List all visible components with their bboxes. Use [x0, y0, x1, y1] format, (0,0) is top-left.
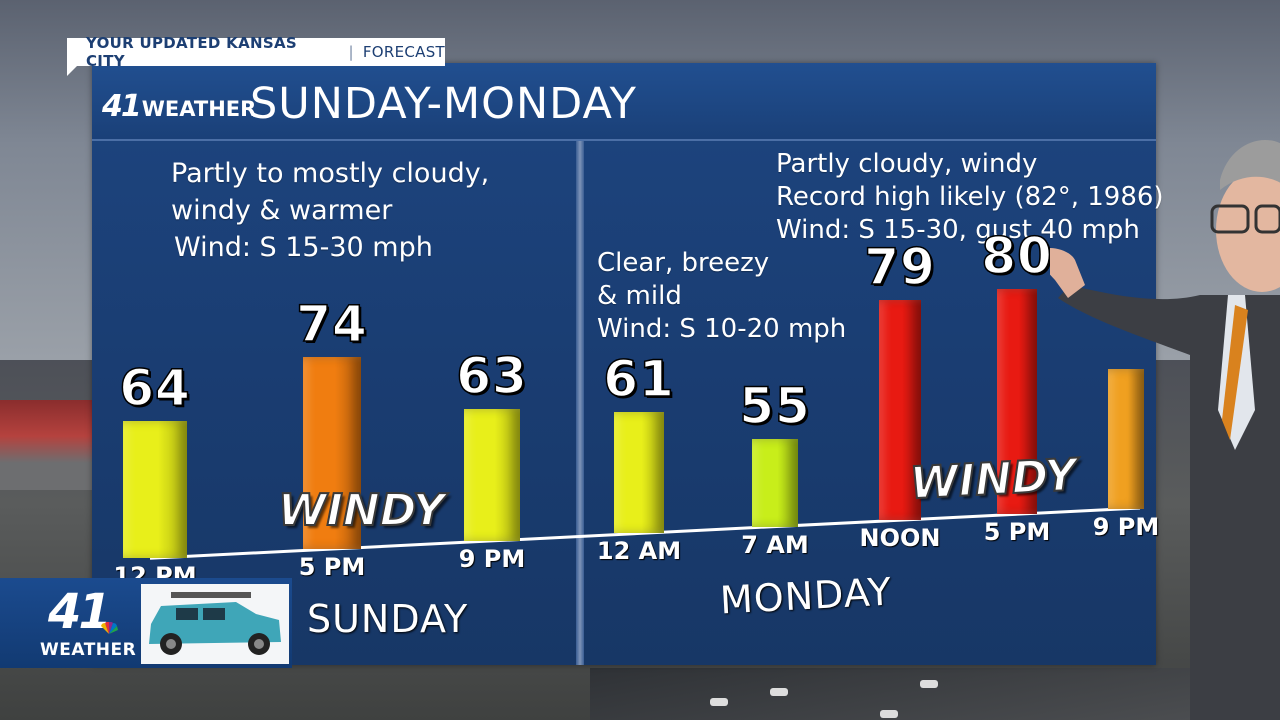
background-car	[920, 680, 938, 688]
logo-word: WEATHER	[141, 97, 257, 121]
sunday-desc-line: windy & warmer	[171, 195, 393, 226]
forecast-panel: 41WEATHER SUNDAY-MONDAY	[92, 63, 1156, 665]
temp-value-label: 63	[455, 346, 528, 406]
monday-night-description: Clear, breezy & mild Wind: S 10-20 mph	[597, 247, 846, 346]
time-label: 5 PM	[298, 553, 366, 581]
temp-value-label: 79	[863, 237, 936, 297]
storm-truck-image	[141, 584, 289, 664]
banner-tail	[67, 66, 77, 76]
panel-header: 41WEATHER SUNDAY-MONDAY	[92, 63, 1156, 141]
monday-desc-line: Wind: S 15-30, gust 40 mph	[776, 215, 1140, 245]
time-label: 12 AM	[596, 537, 682, 566]
background-car	[710, 698, 728, 706]
monday-night-desc-line: Wind: S 10-20 mph	[597, 314, 847, 344]
background-car	[770, 688, 788, 696]
temp-bar	[123, 420, 187, 558]
temp-bar	[752, 438, 798, 527]
temp-bar	[997, 288, 1037, 515]
peacock-icon	[101, 622, 118, 634]
temp-value-label: 61	[602, 350, 675, 410]
banner-separator: |	[348, 43, 354, 61]
temp-value-label: 80	[980, 226, 1053, 286]
truck-icon	[141, 584, 289, 664]
sunday-description: Partly to mostly cloudy, windy & warmer …	[171, 155, 489, 266]
windy-label: WINDY	[277, 484, 446, 537]
monday-description: Partly cloudy, windy Record high likely …	[776, 148, 1164, 247]
background-car	[880, 710, 898, 718]
day-divider	[576, 141, 584, 665]
monday-night-desc-line: & mild	[597, 281, 682, 311]
monday-desc-line: Record high likely (82°, 1986)	[776, 182, 1164, 212]
temp-value-label: 64	[118, 358, 191, 418]
time-label: NOON	[859, 524, 941, 553]
brand-logo-number: 41	[48, 584, 112, 640]
time-label: 9 PM	[1092, 512, 1160, 541]
time-label: 7 AM	[741, 530, 809, 559]
temp-value-label: 74	[295, 294, 368, 354]
day-label-monday: MONDAY	[718, 569, 894, 623]
time-label: 5 PM	[983, 518, 1051, 547]
brand-logo-word: WEATHER	[40, 640, 137, 660]
temp-bar	[1108, 368, 1144, 509]
page-title: SUNDAY-MONDAY	[250, 79, 637, 129]
day-label-sunday: SUNDAY	[307, 597, 469, 641]
temp-value-label: 55	[738, 376, 811, 436]
top-banner: YOUR UPDATED KANSAS CITY | FORECAST	[67, 34, 445, 70]
temp-bar	[303, 356, 361, 549]
temp-bar	[879, 300, 921, 521]
sunday-desc-line: Partly to mostly cloudy,	[171, 158, 490, 189]
logo-number: 41	[102, 89, 142, 124]
monday-desc-line: Partly cloudy, windy	[776, 149, 1038, 179]
time-label: 9 PM	[458, 544, 526, 573]
presenter-figure	[1050, 140, 1280, 720]
temp-bar	[614, 412, 664, 534]
monday-night-desc-line: Clear, breezy	[597, 248, 770, 278]
background-stadium	[0, 400, 95, 490]
temp-bar	[464, 408, 520, 541]
banner-primary: YOUR UPDATED KANSAS CITY	[86, 34, 297, 70]
sunday-desc-line: Wind: S 15-30 mph	[174, 232, 433, 263]
station-logo-small: 41WEATHER	[102, 89, 256, 124]
banner-secondary: FORECAST	[362, 43, 445, 61]
